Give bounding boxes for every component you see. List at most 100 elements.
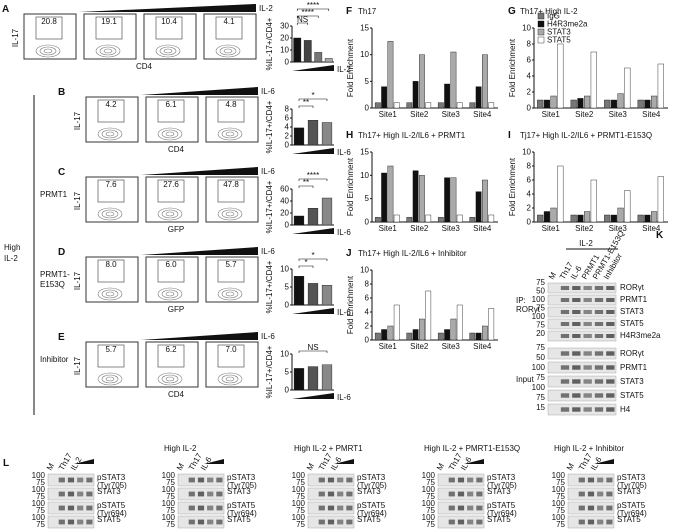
band-label: (Tyr705) (97, 481, 127, 490)
blot-band (346, 519, 353, 525)
axis-label: GFP (168, 305, 184, 314)
blot-band (476, 491, 483, 497)
blot-band (587, 477, 595, 483)
y-axis-label: %IL-17+/CD4+ (265, 17, 274, 70)
blot-band (560, 334, 570, 338)
blot-band (606, 351, 615, 356)
gate-value: 4.8 (225, 100, 237, 109)
blot-band (476, 505, 483, 511)
blot-band (594, 286, 604, 290)
marker: 75 (536, 343, 545, 352)
x-tick-label: Site2 (410, 342, 429, 351)
marker: 75 (536, 278, 545, 287)
marker: 100 (552, 485, 566, 494)
marker: 75 (556, 492, 565, 501)
gradient-triangle (141, 332, 258, 340)
y-axis-label: Fold Enrichment (346, 275, 355, 334)
bar (374, 102, 381, 109)
blot-band (58, 477, 65, 483)
gate-value: 4.1 (223, 17, 235, 26)
contour (97, 372, 123, 386)
bar (637, 99, 644, 109)
bar (393, 304, 400, 341)
marker: 75 (426, 506, 435, 515)
lane-label: M (435, 461, 446, 472)
contour (221, 209, 239, 219)
marker: 100 (552, 471, 566, 480)
bar (387, 41, 394, 109)
bar (482, 179, 488, 223)
bar (577, 214, 584, 223)
bar (475, 86, 482, 109)
bar (444, 329, 451, 341)
x-tick-label: Site1 (542, 224, 561, 233)
panel-letter: J (346, 248, 352, 259)
band-label: pSTAT5 (617, 501, 646, 510)
blot (547, 403, 617, 416)
bar (321, 122, 333, 146)
y-tick-label: 4 (365, 308, 370, 317)
x-tick-label: Site3 (442, 342, 461, 351)
bar (425, 290, 432, 341)
sig-bracket (296, 8, 330, 11)
panel-letter: K (656, 230, 664, 241)
y-axis-label: %IL-17+/CD4+ (265, 260, 274, 313)
band-label: PRMT1 (620, 363, 648, 372)
bar (406, 332, 413, 341)
contour (101, 209, 119, 219)
x-tick-label: Site2 (575, 110, 594, 119)
contour (159, 46, 177, 56)
marker: 75 (556, 478, 565, 487)
blot-band (67, 519, 75, 525)
bar (437, 102, 444, 109)
bar (444, 83, 451, 109)
contour (101, 374, 119, 384)
contour (221, 374, 239, 384)
band-label: STAT3 (617, 487, 641, 496)
bar (624, 190, 631, 223)
bar (307, 207, 319, 226)
blot-band (188, 491, 195, 497)
lane-label: M (565, 461, 576, 472)
gate (215, 16, 243, 40)
gradient-triangle (292, 65, 334, 71)
flow-plot (85, 96, 139, 143)
blot-title: High IL-2 (164, 444, 197, 453)
bar (387, 165, 394, 223)
sig-bracket (298, 98, 328, 101)
blot-band (594, 393, 604, 398)
bar (293, 276, 305, 306)
bar (412, 329, 419, 341)
blot-band (560, 298, 570, 302)
marker: 100 (32, 485, 46, 494)
contour (161, 289, 179, 299)
blot-band (346, 491, 353, 497)
y-tick-label: 5 (365, 77, 370, 86)
sig-label: * (311, 251, 314, 260)
lane-label: M (175, 461, 186, 472)
blot-band (560, 365, 570, 370)
blot-band (572, 393, 581, 398)
flow-plot (143, 13, 197, 60)
x-tick-label: Site4 (642, 224, 661, 233)
contour (223, 48, 233, 54)
y-tick-label: 15 (360, 24, 369, 33)
contour (157, 207, 183, 221)
bar (419, 175, 425, 223)
contour (221, 289, 239, 299)
gate-value: 8.0 (105, 260, 117, 269)
blot-band (597, 505, 604, 511)
gate (157, 259, 185, 283)
bar (657, 63, 664, 109)
x-tick-label: Site2 (575, 224, 594, 233)
bar (456, 102, 463, 109)
lane-label: M (305, 461, 316, 472)
gradient-triangle (292, 393, 334, 399)
blot-band (207, 477, 214, 483)
contour (155, 44, 181, 58)
blot-band (560, 351, 570, 356)
band-label: pSTAT3 (487, 473, 516, 482)
bar (637, 214, 644, 223)
bar (610, 214, 617, 223)
blot-band (572, 365, 581, 370)
